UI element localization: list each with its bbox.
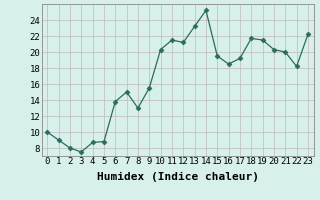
- X-axis label: Humidex (Indice chaleur): Humidex (Indice chaleur): [97, 172, 259, 182]
